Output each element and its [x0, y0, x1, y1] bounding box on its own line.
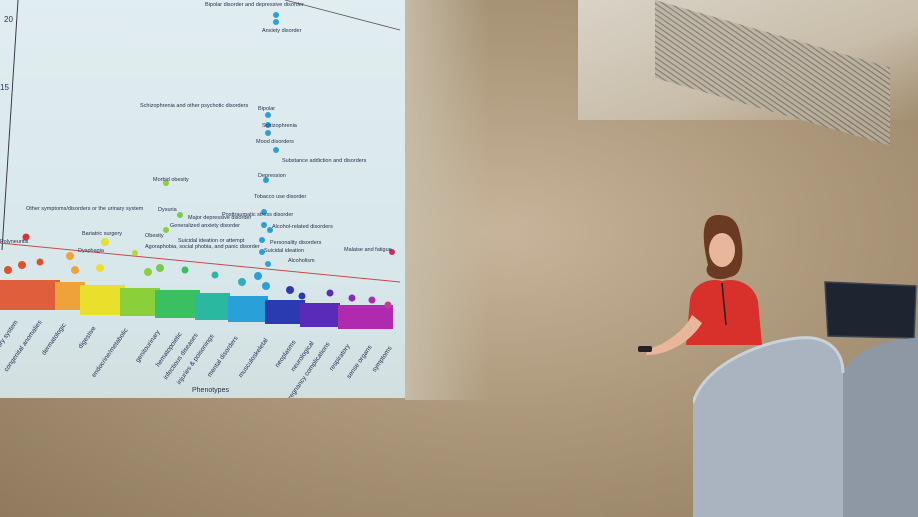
band-hematopoietic — [195, 293, 230, 320]
y-axis — [1, 0, 19, 251]
annotation: Posttraumatic stress disorder — [222, 212, 293, 218]
y-tick-20: 20 — [4, 15, 13, 24]
band-circulatory — [0, 280, 60, 310]
x-category-label: endocrine/metabolic — [91, 327, 131, 379]
annotation: Agoraphobia, social phobia, and panic di… — [145, 244, 260, 250]
projection-glow — [405, 0, 490, 400]
presenter-arm — [646, 315, 702, 355]
x-category-label: symptoms — [371, 345, 394, 374]
presenter-shirt — [686, 279, 762, 345]
band-mental — [228, 296, 268, 322]
lectern-side — [843, 338, 918, 517]
dense-points-band — [0, 238, 393, 329]
annotation: Suicidal ideation or attempt — [178, 238, 245, 244]
significant-points — [22, 12, 395, 267]
band-musculoskeletal — [265, 300, 305, 324]
band-genitourinary — [155, 290, 200, 318]
annotation: Other symptoms/disorders or the urinary … — [26, 206, 144, 212]
manhattan-plot: 20 15 — [0, 0, 401, 398]
annotation: Bipolar — [258, 106, 275, 112]
annotation: Depression — [258, 173, 286, 179]
lectern — [693, 336, 918, 517]
y-tick-15: 15 — [0, 83, 9, 92]
reference-line — [284, 0, 401, 31]
lanyard — [721, 282, 727, 326]
presenter-face — [709, 233, 735, 267]
lectern-front — [693, 337, 843, 517]
significance-threshold-line — [0, 242, 401, 283]
annotation: Alcohol-related disorders — [272, 224, 333, 230]
annotation: Mood disorders — [256, 139, 294, 145]
annotation: Tobacco use disorder — [254, 194, 306, 200]
annotation: Morbid obesity — [153, 177, 189, 183]
annotation: Substance addiction and disorders — [282, 158, 367, 164]
annotation: Dysuria — [158, 207, 178, 213]
x-category-label: digestive — [77, 325, 98, 350]
x-category-label: dermatologic — [41, 322, 69, 357]
annotation: Generalized anxiety disorder — [170, 223, 240, 229]
annotation: Bipolar disorder and depressive disorder — [205, 2, 304, 8]
annotation: Major depressive disorder — [188, 215, 251, 221]
band-endocrine — [120, 288, 160, 316]
band-digestive — [80, 285, 125, 315]
x-category-label: respiratory — [328, 343, 352, 373]
band-symptoms — [338, 305, 393, 329]
annotation: Bariatric surgery — [82, 231, 122, 237]
annotation: Obesity — [145, 233, 164, 239]
annotation: Alcoholism — [288, 258, 315, 264]
clicker-remote — [638, 346, 652, 352]
annotation: Anxiety disorder — [262, 28, 302, 34]
x-axis-title: Phenotypes — [192, 387, 229, 394]
point-annotations: Bipolar disorder and depressive disorder… — [0, 2, 392, 264]
band-neurological — [300, 303, 340, 327]
annotation: Schizophrenia — [262, 123, 298, 129]
x-category-label: musculoskeletal — [237, 337, 270, 379]
laptop — [824, 281, 917, 339]
annotation: Dysphagia — [78, 248, 105, 254]
annotation: Personality disorders — [270, 240, 322, 246]
annotation: Polyneuritis — [0, 239, 29, 245]
annotation: Malaise and fatigue — [344, 247, 392, 253]
presenter — [638, 215, 762, 355]
projected-slide: 20 15 — [0, 0, 405, 398]
annotation: Schizophrenia and other psychotic disord… — [140, 103, 248, 109]
annotation: Suicidal ideation — [264, 248, 304, 254]
